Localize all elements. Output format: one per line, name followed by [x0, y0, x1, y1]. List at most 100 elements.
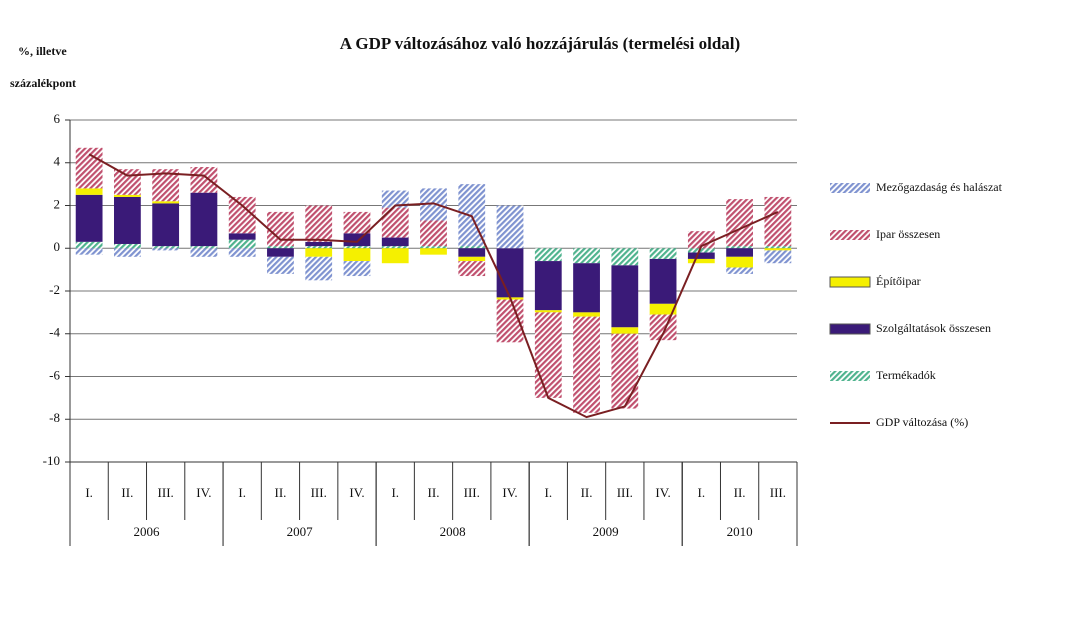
bar-segment	[649, 258, 677, 304]
bar-segment	[190, 248, 218, 257]
bar-segment	[726, 199, 753, 247]
legend-swatch	[830, 371, 870, 381]
bar-segment	[534, 310, 562, 313]
bar-segment	[726, 267, 753, 274]
bar-segment	[305, 256, 333, 281]
bar-segment	[649, 248, 677, 259]
bar-segment	[114, 196, 141, 244]
bar-segment	[228, 248, 256, 257]
legend-label: Építőipar	[876, 274, 921, 288]
bar-segment	[573, 312, 600, 317]
x-tick-label: III.	[464, 485, 480, 500]
x-tick-label: I.	[238, 485, 246, 500]
y-tick-label: 0	[54, 239, 61, 254]
bar-segment	[305, 246, 333, 249]
bar-segment	[75, 241, 103, 249]
y-tick-label: -10	[43, 453, 60, 468]
group-label: 2010	[727, 524, 753, 539]
bar-segment	[420, 248, 447, 255]
bar-segment	[573, 316, 600, 413]
y-tick-label: -8	[49, 410, 60, 425]
bar-segment	[152, 201, 180, 204]
bar-segment	[764, 250, 792, 264]
bar-segment	[190, 192, 218, 247]
bar-segment	[420, 246, 447, 249]
bar-segment	[75, 147, 103, 189]
bar-segment	[611, 327, 639, 334]
bar-segment	[573, 248, 600, 264]
x-tick-label: IV.	[196, 485, 211, 500]
bar-segment	[114, 194, 141, 197]
x-tick-label: II.	[121, 485, 133, 500]
bar-segment	[764, 246, 792, 249]
bar-segment	[305, 205, 333, 242]
bar-segment	[458, 246, 486, 249]
bar-segment	[228, 196, 256, 234]
chart-title: A GDP változásához való hozzájárulás (te…	[340, 34, 740, 53]
y-tick-label: -6	[49, 367, 60, 382]
bar-segment	[114, 248, 141, 257]
bar-segment	[267, 256, 294, 274]
y-axis-label: százalékpont	[10, 76, 76, 90]
bar-segment	[228, 233, 256, 240]
bar-segment	[267, 248, 294, 257]
bar-segment	[190, 246, 218, 249]
bar-segment	[343, 246, 371, 249]
y-axis-label: %, illetve	[18, 44, 67, 58]
bar-segment	[190, 167, 218, 193]
bar-segment	[534, 261, 562, 311]
bar-segment	[152, 203, 180, 247]
legend-label: Termékadók	[876, 368, 936, 382]
bar-segment	[496, 205, 524, 249]
bar-segment	[649, 314, 677, 341]
bar-segment	[114, 169, 141, 195]
x-tick-label: II.	[428, 485, 440, 500]
x-tick-label: IV.	[349, 485, 364, 500]
bar-segment	[649, 303, 677, 315]
bar-segment	[764, 196, 792, 247]
legend-label: Mezőgazdaság és halászat	[876, 180, 1003, 194]
legend-label: Ipar összesen	[876, 227, 940, 241]
bar-segment	[611, 333, 639, 409]
bar-segment	[496, 248, 524, 298]
bar-segment	[75, 194, 103, 242]
legend-swatch	[829, 323, 871, 335]
bar-segment	[267, 211, 294, 247]
group-label: 2006	[134, 524, 161, 539]
bar-segment	[381, 248, 409, 264]
bar-segment	[343, 211, 371, 234]
legend-swatch	[830, 230, 870, 240]
x-tick-label: III.	[617, 485, 633, 500]
bar-segment	[573, 263, 600, 313]
bar-segment	[75, 248, 103, 255]
group-label: 2009	[593, 524, 619, 539]
bar-segment	[458, 256, 486, 262]
bar-segment	[534, 248, 562, 262]
bar-segment	[343, 261, 371, 277]
x-tick-label: III.	[158, 485, 174, 500]
bar-segment	[152, 248, 180, 251]
legend-swatch	[829, 276, 871, 288]
y-tick-label: -4	[49, 325, 60, 340]
x-tick-label: IV.	[655, 485, 670, 500]
x-tick-label: I.	[544, 485, 552, 500]
x-tick-label: IV.	[502, 485, 517, 500]
bar-segment	[764, 248, 792, 251]
bar-segment	[611, 248, 639, 266]
bar-segment	[343, 233, 371, 247]
bar-segment	[152, 246, 180, 249]
x-tick-label: I.	[85, 485, 93, 500]
group-label: 2008	[440, 524, 466, 539]
bar-segment	[114, 243, 141, 249]
x-tick-label: III.	[770, 485, 786, 500]
x-tick-label: I.	[698, 485, 706, 500]
x-tick-label: I.	[391, 485, 399, 500]
bar-segment	[687, 252, 715, 259]
bar-segment	[726, 248, 753, 257]
bar-segment	[305, 248, 333, 257]
bar-segment	[381, 246, 409, 249]
bar-segment	[611, 265, 639, 328]
y-tick-label: 4	[54, 154, 61, 169]
